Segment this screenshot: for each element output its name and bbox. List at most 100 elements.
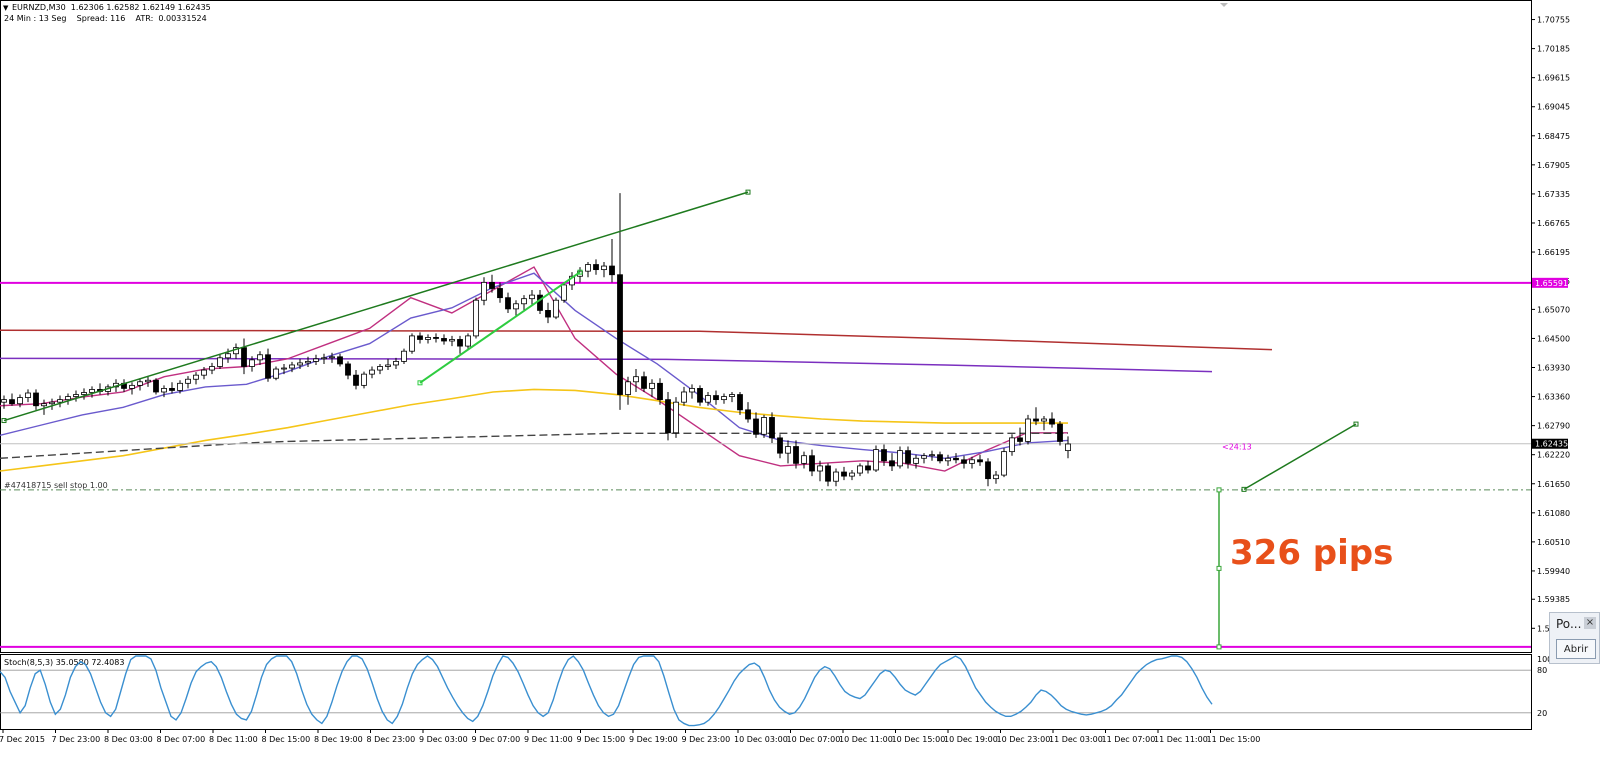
candle-body (1001, 451, 1007, 476)
candle-body (241, 347, 247, 367)
x-tick-label: 10 Dec 07:00 (787, 735, 841, 744)
indicator-label: Stoch(8,5,3) 35.0580 72.4083 (4, 658, 124, 667)
candle-body (913, 457, 919, 464)
candle-body (585, 264, 591, 272)
collapse-arrow-icon[interactable]: ▼ (3, 4, 9, 12)
candle-body (1041, 418, 1047, 422)
bar-timer-label: <24:13 (1222, 443, 1252, 452)
stochastic-line (0, 655, 1213, 727)
candle-body (1017, 437, 1023, 442)
x-tick-label: 10 Dec 11:00 (839, 735, 893, 744)
candle-body (593, 264, 599, 271)
candle-body (897, 450, 903, 467)
candle-body (457, 339, 463, 347)
x-tick-label: 9 Dec 15:00 (577, 735, 626, 744)
trendline (1243, 423, 1357, 491)
trendline-handle (577, 269, 583, 275)
candle-body (657, 382, 663, 401)
horizontal-ma-line (0, 357, 1213, 373)
candle-body (921, 455, 927, 459)
popup-notification: Po... × Abrir (1549, 612, 1600, 664)
candle-body (17, 397, 23, 405)
candle-body (169, 388, 175, 391)
x-tick-label: 8 Dec 23:00 (367, 735, 416, 744)
candle-body (841, 471, 847, 477)
x-tick-label: 9 Dec 23:00 (682, 735, 731, 744)
x-tick-label: 9 Dec 03:00 (419, 735, 468, 744)
candle-body (945, 457, 951, 462)
trendline-handle (1353, 421, 1359, 427)
candle-body (217, 357, 223, 367)
candle-body (513, 303, 519, 310)
candle-body (777, 437, 783, 454)
open-button[interactable]: Abrir (1556, 639, 1596, 659)
indicator-level-label: 20 (1537, 709, 1547, 718)
indicator-level-label: 80 (1537, 666, 1547, 675)
candle-body (985, 461, 991, 480)
candle-body (297, 362, 303, 366)
x-tick-label: 9 Dec 19:00 (629, 735, 678, 744)
candle-body (41, 403, 47, 407)
y-tick-label: 1.70185 (1537, 45, 1570, 54)
moving-average-line (0, 388, 1068, 472)
candle-body (361, 373, 367, 386)
x-tick-label: 8 Dec 15:00 (262, 735, 311, 744)
y-tick-label: 1.69615 (1537, 74, 1570, 83)
x-tick-label: 8 Dec 19:00 (314, 735, 363, 744)
candle-body (617, 274, 623, 395)
candle-body (833, 471, 839, 482)
candle-body (313, 358, 319, 362)
x-tick-label: 10 Dec 03:00 (734, 735, 788, 744)
candle-body (129, 384, 135, 389)
candle-body (561, 284, 567, 301)
candle-body (849, 472, 855, 477)
candle-body (337, 356, 343, 365)
candle-body (273, 368, 279, 379)
candle-body (673, 401, 679, 434)
candle-body (721, 396, 727, 401)
timer-spread-info: 24 Min : 13 Seg Spread: 116 ATR: 0.00331… (4, 14, 207, 23)
candle-body (641, 376, 647, 389)
candle-body (417, 335, 423, 340)
trendline (419, 271, 581, 384)
candle-body (625, 381, 631, 395)
candle-body (153, 379, 159, 393)
y-tick-label: 1.65070 (1537, 305, 1570, 314)
y-tick-label: 1.67335 (1537, 190, 1570, 199)
candle-body (697, 388, 703, 403)
candle-body (497, 288, 503, 299)
x-tick-label: 10 Dec 23:00 (997, 735, 1051, 744)
candle-body (953, 457, 959, 461)
candle-body (609, 265, 615, 276)
x-tick-label: 8 Dec 11:00 (209, 735, 258, 744)
popup-title: Po... (1556, 617, 1582, 631)
candle-body (889, 460, 895, 467)
candle-body (729, 394, 735, 397)
y-tick-label: 1.62790 (1537, 422, 1570, 431)
candle-body (553, 299, 559, 318)
pip-measure-handle (1216, 565, 1222, 571)
trendline (3, 191, 749, 422)
candle-body (353, 374, 359, 386)
resistance-price-label: 1.65591 (1535, 279, 1568, 288)
candle-body (289, 364, 295, 369)
candle-body (473, 299, 479, 337)
y-tick-label: 1.59385 (1537, 595, 1570, 604)
candle-body (177, 382, 183, 391)
y-tick-label: 1.62220 (1537, 451, 1570, 460)
candle-body (937, 454, 943, 462)
y-tick-label: 1.59940 (1537, 567, 1570, 576)
candle-body (321, 357, 327, 360)
candle-body (737, 394, 743, 411)
close-icon[interactable]: × (1584, 617, 1596, 629)
y-tick-label: 1.64500 (1537, 334, 1570, 343)
candle-body (681, 391, 687, 403)
x-tick-label: 11 Dec 11:00 (1154, 735, 1208, 744)
main-pane-border (0, 0, 1532, 653)
trendline-handle (1241, 486, 1247, 492)
candle-body (73, 394, 79, 397)
candle-body (649, 382, 655, 389)
candle-body (977, 459, 983, 463)
candle-body (545, 310, 551, 318)
